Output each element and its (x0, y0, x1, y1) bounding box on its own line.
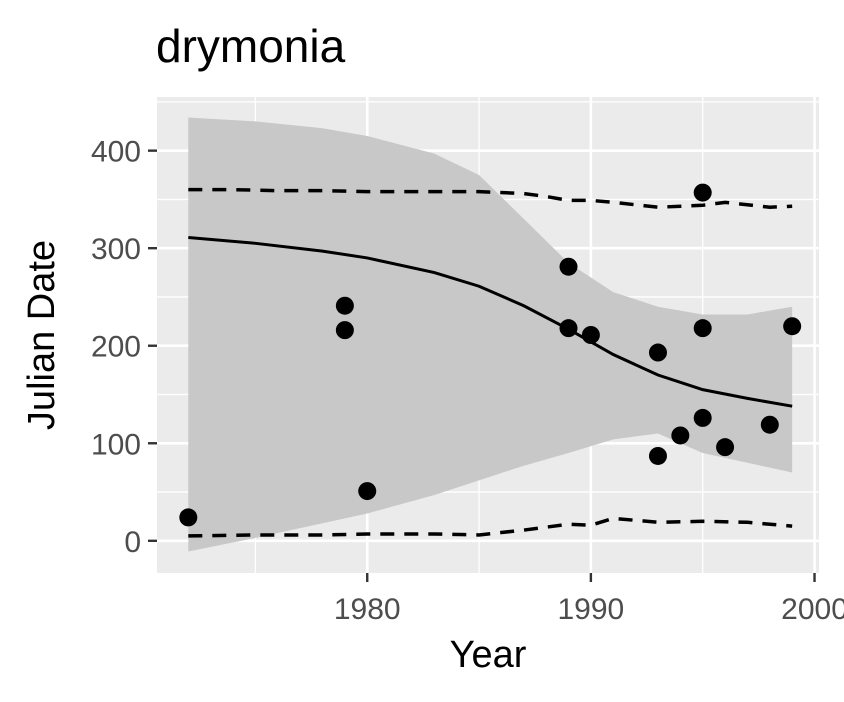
y-tick-label: 0 (124, 526, 141, 559)
data-point (335, 321, 354, 340)
data-point (559, 257, 578, 276)
data-point (716, 438, 735, 457)
chart-title: drymonia (156, 20, 346, 72)
data-point (671, 426, 690, 445)
x-tick-label: 2000 (781, 593, 844, 626)
y-tick-label: 400 (91, 136, 141, 169)
data-point (358, 482, 377, 501)
data-point (693, 319, 712, 338)
y-tick-label: 200 (91, 331, 141, 364)
x-tick-label: 1980 (334, 593, 401, 626)
x-axis: 1980 1990 2000 (334, 573, 844, 626)
y-tick-label: 300 (91, 233, 141, 266)
data-point (648, 343, 667, 362)
data-point (760, 415, 779, 434)
x-tick-label: 1990 (558, 593, 625, 626)
fit-line (188, 235, 793, 408)
data-point (693, 183, 712, 202)
data-point (648, 446, 667, 465)
confidence-band (188, 117, 793, 552)
lower-bound-line (188, 516, 793, 538)
data-point (693, 408, 712, 427)
data-points (179, 183, 802, 527)
data-point (783, 317, 802, 336)
y-axis-title: Julian Date (21, 240, 63, 430)
data-point (335, 296, 354, 315)
data-point (581, 326, 600, 344)
x-axis-title: Year (450, 634, 527, 676)
data-point (179, 508, 198, 527)
y-axis: 0 100 200 300 400 (91, 136, 157, 559)
y-tick-label: 100 (91, 428, 141, 461)
data-point (559, 319, 578, 338)
